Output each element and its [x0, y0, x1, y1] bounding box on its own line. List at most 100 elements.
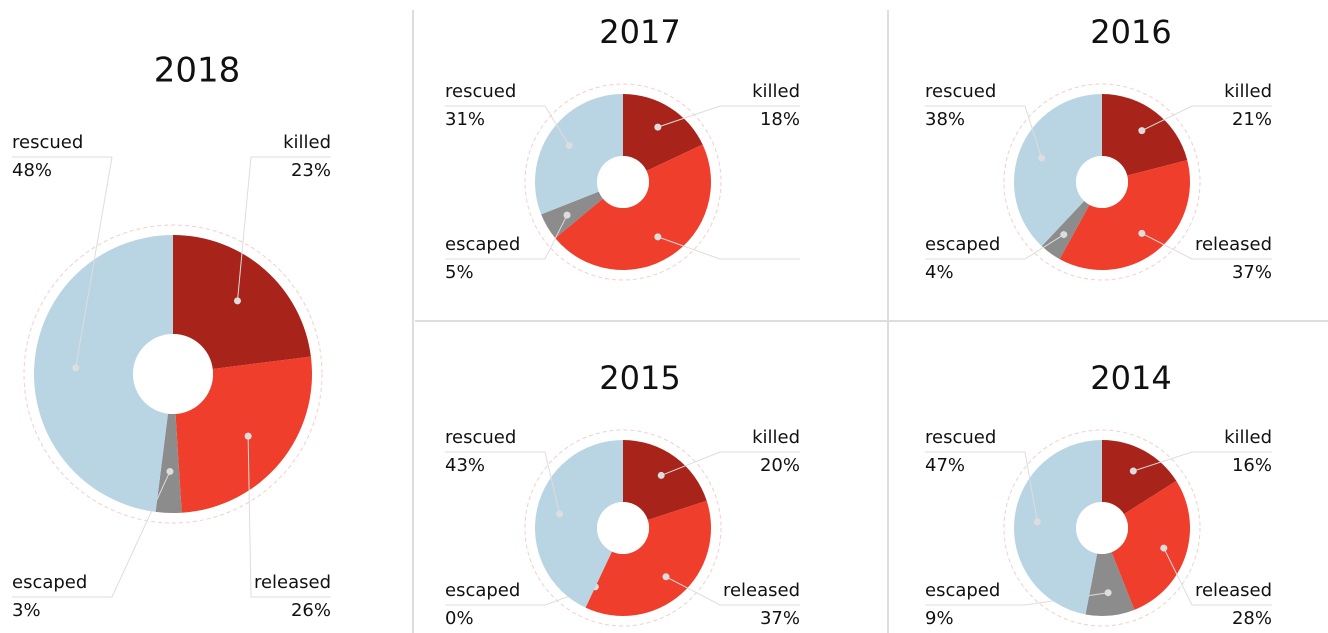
- value-label: 9%: [925, 608, 954, 629]
- leader-line: [12, 156, 113, 368]
- slice: [623, 440, 707, 520]
- slice: [175, 356, 312, 513]
- outer-ring: [23, 224, 323, 524]
- leader-dot: [1138, 127, 1146, 135]
- slice-label: escaped: [925, 234, 1000, 255]
- outer-ring: [524, 83, 722, 281]
- leader-line: [12, 471, 171, 598]
- value-label: 5%: [445, 262, 474, 283]
- outer-ring: [1003, 429, 1201, 627]
- leader-dot: [1129, 467, 1137, 475]
- outer-ring: [1003, 83, 1201, 281]
- leader-dot: [233, 297, 241, 305]
- value-label: 38%: [925, 109, 965, 130]
- leader-dot: [662, 573, 670, 581]
- slice-label: escaped: [445, 580, 520, 601]
- slice-label: rescued: [445, 427, 516, 448]
- value-label: 18%: [760, 109, 800, 130]
- leader-line: [445, 451, 561, 514]
- outer-ring: [524, 429, 722, 627]
- leader-line: [925, 105, 1043, 159]
- leader-line: [925, 451, 1038, 522]
- slice: [623, 94, 703, 171]
- leader-dot: [1160, 544, 1168, 552]
- leader-line: [657, 236, 800, 260]
- leader-line: [1141, 105, 1272, 132]
- value-label: 31%: [445, 109, 485, 130]
- value-label: 43%: [445, 455, 485, 476]
- leader-dot: [657, 471, 665, 479]
- hole: [1076, 156, 1128, 208]
- hole: [1076, 502, 1128, 554]
- slice-label: rescued: [925, 427, 996, 448]
- hole: [597, 502, 649, 554]
- slice-label: released: [723, 580, 800, 601]
- value-label: 20%: [760, 455, 800, 476]
- value-label: 37%: [760, 608, 800, 629]
- slice-label: escaped: [12, 572, 87, 593]
- leader-line: [247, 436, 331, 598]
- slice-label: killed: [283, 132, 331, 153]
- value-label: 23%: [291, 160, 331, 181]
- leader-line: [665, 576, 800, 606]
- slice: [33, 235, 173, 512]
- hole: [133, 334, 213, 414]
- slice-label: escaped: [925, 580, 1000, 601]
- slice-label: killed: [752, 81, 800, 102]
- leader-line: [1133, 451, 1272, 472]
- slice: [1041, 200, 1090, 260]
- slice-label: released: [1195, 234, 1272, 255]
- value-label: 26%: [291, 600, 331, 621]
- chart-title: 2016: [1090, 13, 1171, 51]
- value-label: 28%: [1232, 608, 1272, 629]
- slice-label: killed: [1224, 81, 1272, 102]
- value-label: 3%: [12, 600, 41, 621]
- hole: [597, 156, 649, 208]
- leader-line: [925, 234, 1065, 260]
- leader-line: [657, 105, 800, 128]
- leader-dot: [565, 141, 573, 149]
- value-label: 0%: [445, 608, 474, 629]
- slice: [535, 440, 623, 608]
- slice: [585, 500, 712, 616]
- leader-dot: [1033, 518, 1041, 526]
- leader-dot: [1138, 229, 1146, 237]
- value-label: 4%: [925, 262, 954, 283]
- slice: [1059, 160, 1190, 270]
- leader-dot: [654, 123, 662, 131]
- leader-dot: [654, 233, 662, 241]
- chart-title: 2015: [599, 359, 680, 397]
- slice: [541, 191, 603, 239]
- leader-dot: [1038, 154, 1046, 162]
- slice-label: released: [254, 572, 331, 593]
- chart-title: 2017: [599, 13, 680, 51]
- leader-line: [445, 214, 568, 260]
- leader-dot: [166, 467, 174, 475]
- slice: [173, 235, 311, 369]
- slice: [555, 144, 711, 270]
- chart-title: 2018: [154, 51, 241, 91]
- leader-dot: [563, 211, 571, 219]
- value-label: 21%: [1232, 109, 1272, 130]
- value-label: 47%: [925, 455, 965, 476]
- slice-label: released: [1195, 580, 1272, 601]
- leader-dot: [72, 364, 80, 372]
- leader-dot: [1104, 589, 1112, 597]
- slice: [1085, 552, 1135, 616]
- slice: [1014, 94, 1102, 247]
- leader-line: [1163, 547, 1272, 606]
- leader-line: [236, 156, 331, 301]
- slice: [535, 94, 623, 215]
- slice-label: killed: [752, 427, 800, 448]
- slice-label: rescued: [445, 81, 516, 102]
- slice: [1102, 440, 1177, 515]
- leader-dot: [1060, 231, 1068, 239]
- slice-label: rescued: [12, 132, 83, 153]
- leader-dot: [556, 510, 564, 518]
- value-label: 16%: [1232, 455, 1272, 476]
- slice-label: escaped: [445, 234, 520, 255]
- slice: [1102, 94, 1188, 176]
- chart-title: 2014: [1090, 359, 1171, 397]
- leader-dot: [244, 432, 252, 440]
